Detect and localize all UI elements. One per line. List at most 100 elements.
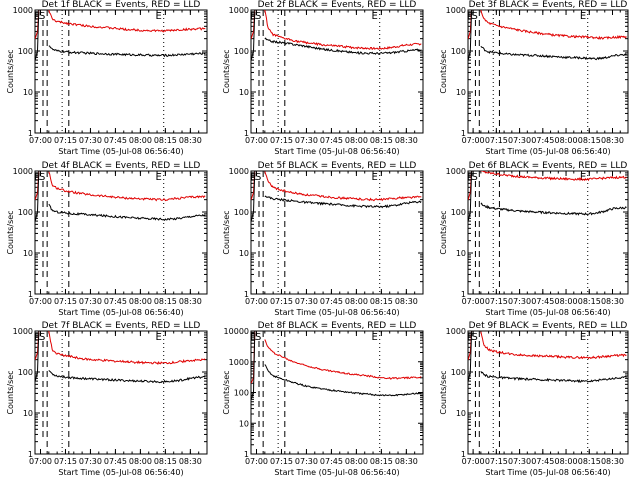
x-tick-label: 07:15 [54,297,77,306]
x-tick-label: 07:15 [270,457,293,466]
x-tick-label: 07:30 [79,136,102,145]
panel-title: Det 7f BLACK = Events, RED = LLD [42,321,201,331]
x-tick-label: 08:15 [370,297,393,306]
series-events-spike [35,171,42,222]
x-tick-label: 08:30 [601,136,624,145]
plot-frame [34,9,208,134]
y-tick-label: 100 [234,389,249,398]
detector-panel-1: Det 1f BLACK = Events, RED = LLD 1 10 100 10… [6,0,208,156]
series-events-spike [468,331,474,382]
series-lld-line [48,331,206,365]
detector-panel-3: Det 3f BLACK = Events, RED = LLD 1 10 100 10… [439,0,629,156]
plot-frame [250,330,424,455]
x-axis-label: Start Time (05-Jul-08 06:56:40) [58,308,183,317]
series-events-spike [468,10,474,61]
x-tick-label: 07:00 [462,297,485,306]
x-tick-label: 08:30 [395,457,418,466]
panel-title: Det 8f BLACK = Events, RED = LLD [258,321,417,331]
y-tick-label: 1 [28,450,33,459]
x-tick-label: 07:00 [462,136,485,145]
y-tick-label: 1 [461,450,466,459]
y-axis-label: Counts/sec [222,49,231,93]
series-events-line [48,203,206,222]
data-area [468,10,627,61]
time-marker-label: E [250,172,256,183]
x-tick-label: 07:00 [462,457,485,466]
y-axis-label: Counts/sec [6,210,15,254]
y-tick-label: 100 [18,208,33,217]
time-marker-label: E [372,11,378,22]
y-tick-label: 10 [23,88,33,97]
x-tick-label: 07:30 [79,297,102,306]
x-tick-label: 08:15 [154,136,177,145]
series-events-spike [251,171,258,222]
x-tick-label: 07:45 [320,297,343,306]
x-tick-label: 07:15 [54,457,77,466]
x-tick-label: 07:00 [29,457,52,466]
series-events-spike [35,10,42,61]
y-tick-label: 10 [456,409,466,418]
series-events-spike [251,10,258,61]
y-tick-label: 1000 [13,327,33,336]
y-axis-label: Counts/sec [222,210,231,254]
time-marker-label: S [471,332,477,343]
panel-title: Det 1f BLACK = Events, RED = LLD [42,0,201,10]
data-area [468,171,627,222]
y-tick-label: 1 [244,450,249,459]
y-tick-label: 1000 [446,327,466,336]
x-tick-label: 07:30 [295,297,318,306]
x-tick-label: 08:30 [601,457,624,466]
y-tick-label: 100 [234,208,249,217]
series-lld-line [264,10,422,51]
data-area [251,331,422,400]
y-tick-label: 1000 [229,6,249,15]
x-tick-label: 08:00 [129,136,152,145]
series-events-line [264,195,422,209]
x-tick-label: 08:15 [370,457,393,466]
time-marker-label: E [250,11,256,22]
detector-panel-8: Det 8f BLACK = Events, RED = LLD 1 10 100 10… [222,321,424,477]
series-lld-line [48,171,206,202]
x-tick-label: 07:30 [508,457,531,466]
x-tick-label: 08:30 [179,136,202,145]
x-tick-label: 07:30 [508,297,531,306]
x-tick-label: 07:15 [485,136,508,145]
y-axis-label: Counts/sec [439,210,448,254]
x-tick-label: 08:00 [555,297,578,306]
x-tick-label: 07:00 [245,136,268,145]
x-tick-label: 08:00 [129,457,152,466]
series-lld-line [480,171,627,182]
plot-frame [467,330,629,455]
x-tick-label: 07:45 [531,136,554,145]
time-marker-label: E [372,332,378,343]
x-axis-label: Start Time (05-Jul-08 06:56:40) [274,468,399,477]
detector-panel-6: Det 6f BLACK = Events, RED = LLD 1 10 100 10… [439,161,629,317]
x-tick-label: 07:45 [531,297,554,306]
y-tick-label: 100 [18,368,33,377]
plot-frame [34,330,208,455]
time-marker-label: E [250,332,256,343]
y-tick-label: 1000 [13,6,33,15]
x-tick-label: 08:15 [578,136,601,145]
panel-title: Det 3f BLACK = Events, RED = LLD [469,0,628,10]
series-events-line [264,364,422,397]
series-events-spike [251,331,258,400]
y-tick-label: 1 [244,129,249,138]
y-tick-label: 1 [28,129,33,138]
x-tick-label: 07:15 [54,136,77,145]
time-marker-label: S [255,332,261,343]
x-tick-label: 07:30 [295,457,318,466]
y-tick-label: 100 [451,368,466,377]
x-tick-label: 08:15 [578,297,601,306]
x-tick-label: 08:30 [395,136,418,145]
time-marker-label: E [580,332,586,343]
time-marker-label: E [580,172,586,183]
y-axis-label: Counts/sec [6,49,15,93]
x-tick-label: 07:00 [245,297,268,306]
time-marker-label: S [39,11,45,22]
y-tick-label: 1000 [13,167,33,176]
series-events-line [480,370,627,383]
y-tick-label: 1 [461,129,466,138]
y-tick-label: 10 [239,88,249,97]
x-tick-label: 07:00 [29,297,52,306]
